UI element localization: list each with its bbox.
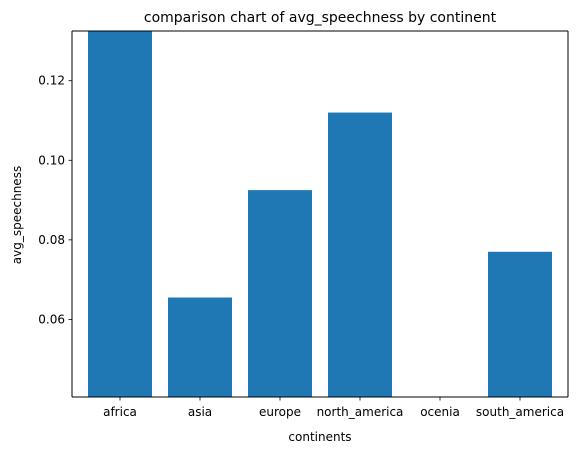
y-ticks-group: 0.06 0.08 0.10 0.12 [38, 74, 72, 326]
y-tick-label: 0.12 [38, 74, 65, 88]
y-tick-label: 0.06 [38, 312, 65, 326]
bar-asia [168, 297, 232, 397]
y-tick-label: 0.10 [38, 153, 65, 167]
x-tick-label: south_america [476, 405, 564, 419]
bar-europe [248, 190, 312, 397]
chart-title: comparison chart of avg_speechness by co… [144, 10, 497, 26]
axes-group [71, 30, 569, 398]
y-axis-label: avg_speechness [10, 166, 24, 264]
x-axis-label: continents [288, 430, 351, 444]
bar-south-america [488, 251, 552, 397]
x-tick-label: africa [103, 405, 137, 419]
x-tick-label: north_america [317, 405, 404, 419]
x-ticks-group: africa asia europe north_america ocenia south… [103, 397, 564, 419]
bars-group [88, 31, 552, 397]
y-tick-label: 0.08 [38, 233, 65, 247]
bar-africa [88, 31, 152, 397]
x-tick-label: europe [259, 405, 301, 419]
x-tick-label: asia [188, 405, 212, 419]
bar-north-america [328, 112, 392, 397]
x-tick-label: ocenia [420, 405, 460, 419]
